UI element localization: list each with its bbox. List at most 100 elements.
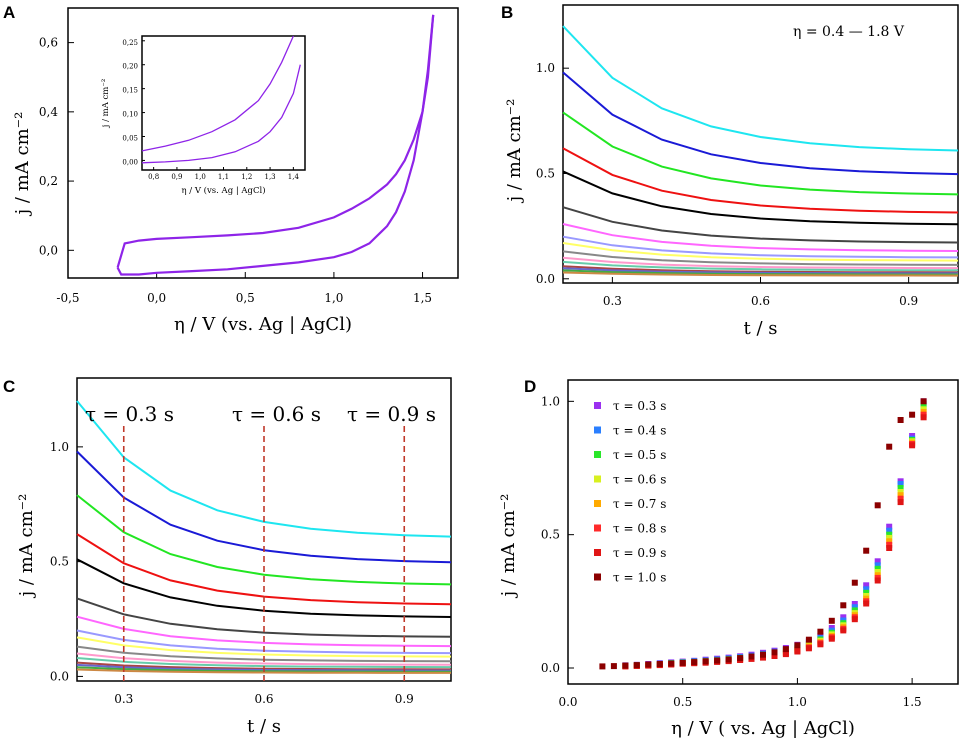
panel-c-annotation-1: τ = 0.3 s [85,402,174,426]
panel-a-plot: -0,5 0,0 0,5 1,0 1,5 0,0 0,2 0,4 0,6 η / V (vs. A… [12,7,459,335]
panel-d-point [622,662,629,669]
panel-a-series-0 [116,14,435,276]
panel-a-series-1 [116,14,435,268]
panel-a-inset-ytick-label: 0,10 [122,111,138,119]
panel-b-series-10 [562,256,959,270]
panel-d-legend-swatch [594,451,601,458]
panel-a-inset-xtick-label: 0,9 [171,173,182,181]
panel-c-annotation-3: τ = 0.9 s [347,402,436,426]
panel-c-xlabel: t / s [247,716,281,737]
panel-c-ytick-label: 0.5 [50,555,69,569]
panel-d-legend-swatch [594,573,601,581]
panel-a-inset-ytick-label: 0,00 [122,158,138,166]
panel-d-xlabel: η / V ( vs. Ag | AgCl) [671,718,855,739]
panel-b-xtick-label: 0.6 [751,294,770,308]
panel-a-xtick-label: -0,5 [56,291,79,305]
panel-d-point [840,614,847,621]
panel-a-inset-ylabel: j / mA cm⁻² [101,79,111,129]
panel-b-series-5 [562,206,959,244]
panel-c-annotation-2: τ = 0.6 s [232,402,321,426]
panel-d-point [897,495,904,502]
panel-d-point [817,628,824,635]
panel-d-point [725,656,732,663]
panel-d-point [851,604,858,611]
panel-d-point [909,442,916,449]
panel-d-frame [567,379,959,685]
panel-d-ytick-label: 1.0 [541,394,560,408]
panel-a-frame [67,7,459,279]
panel-d-point [886,523,893,530]
panel-d-point [886,534,893,541]
panel-d-legend: τ = 0.3 s τ = 0.4 s τ = 0.5 s τ = 0.6 s τ = … [594,399,666,585]
panel-d-legend-swatch [594,475,601,483]
panel-a: A -0,5 0,0 0,5 1,0 1,5 0,0 0,2 0,4 0,6 η / V (vs.… [3,3,459,335]
panel-d-point [794,648,801,655]
panel-d-point [863,589,870,596]
panel-d-legend-label: τ = 0.9 s [613,546,666,560]
panel-d-legend-label: τ = 0.3 s [613,399,666,413]
panel-b-series-4 [562,170,959,226]
panel-d-legend-swatch [594,524,601,532]
panel-d-point [679,659,686,666]
panel-b-series-8 [562,242,959,262]
panel-a-ytick-label: 0,2 [39,174,58,188]
panel-d-point [794,642,801,649]
panel-d-point [737,655,744,662]
panel-c-ytick-label: 0.0 [50,669,69,683]
panel-d-point [897,489,904,495]
panel-a-inset-frame [141,35,306,171]
panel-a-inset-xtick-label: 1,4 [288,173,300,181]
panel-d-xtick-label: 0.0 [558,695,577,709]
panel-d-point [897,485,904,491]
panel-b-series-13 [562,267,958,275]
panel-a-ytick-label: 0,6 [39,36,58,50]
panel-b-xlabel: t / s [744,318,778,339]
panel-b-series-11 [562,260,958,272]
panel-d-point [702,658,709,665]
panel-label-c: C [3,377,15,396]
panel-a-inset-ytick-label: 0,15 [122,87,138,95]
panel-d-point [886,527,893,534]
panel-label-a: A [3,3,15,22]
panel-a-inset-xtick-label: 1,3 [265,173,276,181]
panel-b-series-14 [562,269,958,276]
panel-c-xtick-label: 0.9 [395,692,414,706]
panel-d-point [897,499,904,506]
panel-d-point [886,545,893,551]
panel-c-xtick-label: 0.3 [114,692,133,706]
panel-d-point [599,663,606,670]
panel-d-plot: 0.0 0.5 1.0 1.5 0.0 0.5 1.0 η / V ( vs. Ag | Ag… [498,379,959,739]
panel-d-legend-label: τ = 1.0 s [613,571,666,585]
panel-d-point [760,651,766,658]
panel-b-ytick-label: 0.0 [536,272,555,286]
panel-d-legend-label: τ = 0.8 s [613,522,666,536]
panel-b-annotation: η = 0.4 — 1.8 V [793,24,905,40]
panel-b-xtick-label: 0.9 [899,294,918,308]
panel-b-series-7 [562,235,959,259]
panel-d-legend-label: τ = 0.4 s [613,424,666,438]
panel-c-series-8 [76,636,452,658]
panel-d-point [840,602,847,609]
panel-d-legend-label: τ = 0.7 s [613,497,666,511]
panel-d-point [920,398,927,405]
panel-d-point [886,443,893,450]
panel-a-ylabel: j / mA cm⁻² [12,112,33,217]
panel-b-series-2 [562,111,959,196]
panel-d-point [886,541,893,548]
panel-d-legend-swatch [594,549,601,556]
panel-d-point [668,660,675,667]
panel-label-b: B [501,3,513,22]
panel-d-point [633,662,640,669]
panel-b-plot: 0.3 0.6 0.9 0.0 0.5 1.0 t / s j / mA cm⁻² [504,4,959,339]
panel-d-point [748,653,755,660]
panel-d-point [714,657,721,664]
panel-d-ytick-label: 0.5 [541,528,560,542]
panel-a-inset-xlabel: η / V (vs. Ag | AgCl) [181,185,265,196]
panel-a-xtick-label: 0,5 [236,291,255,305]
panel-b: B 0.3 0.6 0.9 0.0 0.5 1.0 t / s j / mA cm⁻² η =… [501,3,959,339]
panel-a-ytick-label: 0,0 [39,243,58,257]
panel-a-inset-ytick-label: 0,05 [122,135,138,143]
panel-b-series-15 [562,271,959,277]
panel-c-ylabel: j / mA cm⁻² [16,494,37,599]
